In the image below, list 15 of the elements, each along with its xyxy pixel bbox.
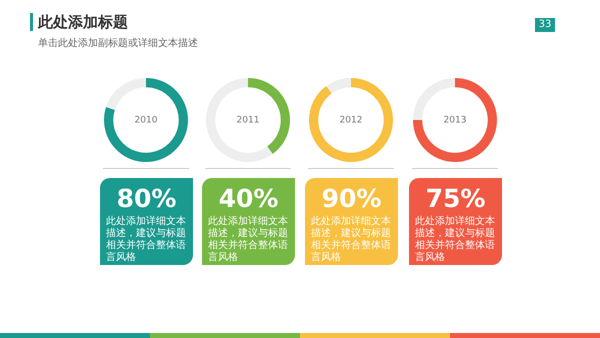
text: 40% xyxy=(218,184,280,214)
text: 此处添加标题 xyxy=(30,13,128,31)
text: 此处添加详细文本描述，建议与标题相关并符合整体语言风格 xyxy=(414,214,496,264)
text: 2012 xyxy=(340,115,362,126)
text: 80% xyxy=(116,184,178,214)
text: 此处添加详细文本描述，建议与标题相关并符合整体语言风格 xyxy=(105,214,187,264)
text: 2011 xyxy=(236,115,260,126)
text: 75% xyxy=(424,184,486,214)
text: 2013 xyxy=(444,115,466,126)
text: 此处添加详细文本描述，建议与标题相关并符合整体语言风格 xyxy=(207,214,289,264)
text: 2010 xyxy=(134,115,158,126)
text: 33 xyxy=(535,18,555,32)
text: 90% xyxy=(320,184,382,214)
text: 单击此处添加副标题或详细文本描述 xyxy=(38,36,198,50)
text: 此处添加详细文本描述，建议与标题相关并符合整体语言风格 xyxy=(310,214,392,264)
